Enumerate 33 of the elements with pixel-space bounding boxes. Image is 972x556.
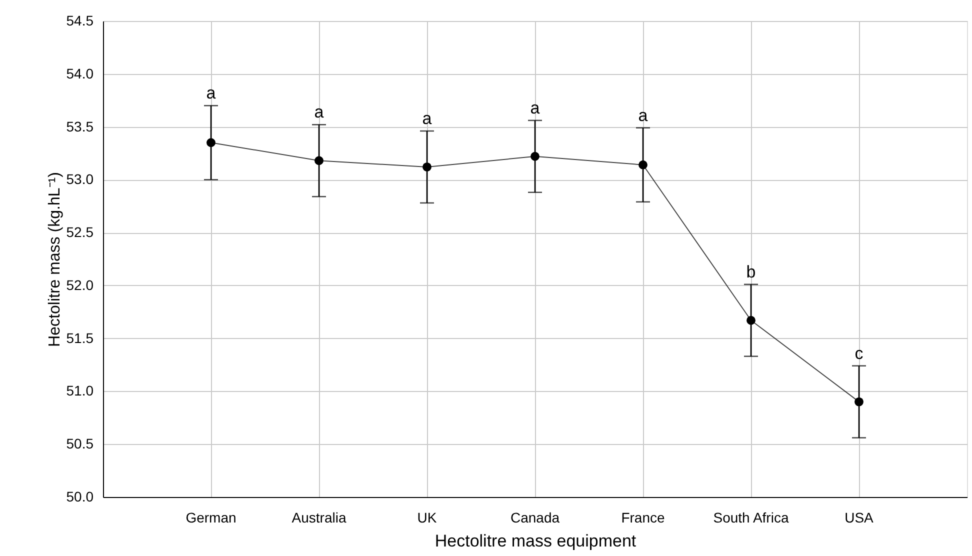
- y-tick-label: 54.5: [66, 12, 94, 28]
- y-tick-label: 52.0: [66, 276, 94, 293]
- x-tick-label: France: [621, 510, 665, 526]
- point: [638, 160, 648, 170]
- y-tick-label: 52.5: [66, 224, 94, 240]
- x-tick-label: Australia: [292, 510, 346, 526]
- x-tick-label: USA: [844, 510, 874, 526]
- point: [206, 138, 216, 148]
- point: [314, 156, 324, 166]
- y-tick-label: 53.0: [66, 171, 94, 188]
- y-tick-label: 53.5: [66, 118, 94, 134]
- y-tick-label: 50.5: [66, 436, 94, 452]
- point: [530, 152, 540, 161]
- annotation: a: [206, 84, 216, 103]
- x-axis-title: Hectolitre mass equipment: [434, 532, 636, 550]
- y-tick-label: 51.5: [66, 330, 94, 346]
- annotation: c: [854, 344, 864, 363]
- annotation: a: [638, 106, 648, 125]
- y-tick-label: 54.0: [66, 65, 94, 82]
- annotation: b: [746, 262, 756, 282]
- y-tick-label: 51.0: [66, 382, 94, 399]
- point: [422, 162, 432, 172]
- x-tick-label: South Africa: [713, 510, 789, 526]
- y-tick-label: 50.0: [66, 488, 94, 504]
- annotation: a: [422, 109, 432, 128]
- y-axis-title: Hectolitre mass (kg.hL⁻¹): [46, 172, 64, 347]
- x-tick-label: German: [186, 510, 236, 526]
- point: [746, 316, 756, 325]
- annotation: a: [530, 98, 540, 118]
- x-tick-label: Canada: [510, 510, 560, 526]
- point: [854, 397, 864, 406]
- x-tick-label: UK: [417, 510, 438, 526]
- annotation: a: [314, 102, 324, 122]
